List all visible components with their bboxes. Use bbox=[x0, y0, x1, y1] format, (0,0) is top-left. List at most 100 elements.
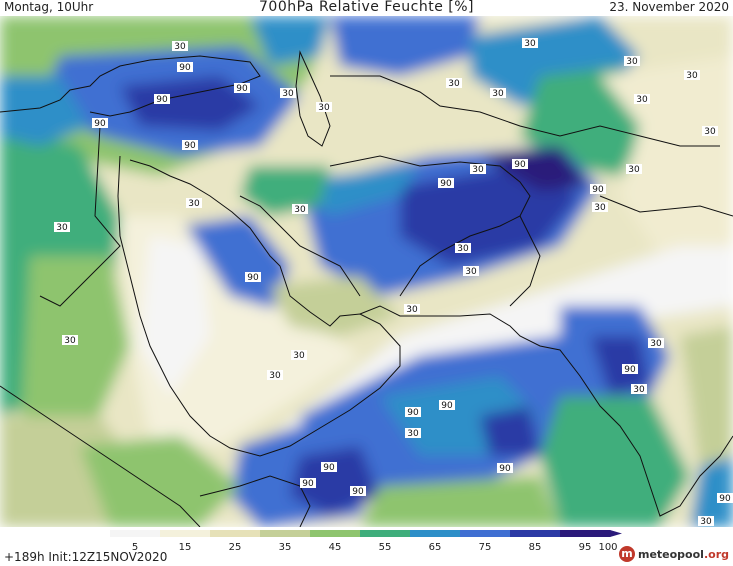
meteopool-logo-text: meteopool.org bbox=[637, 547, 729, 561]
svg-text:90: 90 bbox=[592, 185, 604, 195]
svg-text:30: 30 bbox=[269, 371, 281, 381]
humidity-map-svg: 30 90 90 90 90 90 30 30 30 30 30 30 30 3… bbox=[0, 16, 733, 527]
svg-text:30: 30 bbox=[448, 79, 460, 89]
svg-text:30: 30 bbox=[293, 351, 305, 361]
colorbar-swatch bbox=[510, 530, 561, 537]
svg-text:90: 90 bbox=[323, 463, 335, 473]
contour-label: 90 bbox=[350, 486, 366, 497]
forecast-date-label: 23. November 2020 bbox=[609, 0, 729, 14]
colorbar-tick-label: 5 bbox=[132, 542, 138, 553]
svg-text:90: 90 bbox=[184, 141, 196, 151]
svg-text:90: 90 bbox=[302, 479, 314, 489]
contour-label: 30 bbox=[592, 202, 608, 213]
contour-label: 30 bbox=[172, 41, 188, 52]
contour-label: 30 bbox=[634, 94, 650, 105]
contour-label: 30 bbox=[470, 164, 486, 175]
contour-label: 30 bbox=[624, 56, 640, 67]
svg-text:30: 30 bbox=[636, 95, 648, 105]
contour-label: 90 bbox=[439, 400, 455, 411]
contour-label: 90 bbox=[154, 94, 170, 105]
colorbar: 5 15 25 35 45 55 65 75 85 95 100 bbox=[110, 530, 622, 553]
svg-text:90: 90 bbox=[94, 119, 106, 129]
colorbar-tick-label: 25 bbox=[229, 542, 242, 553]
colorbar-tick-label: 65 bbox=[429, 542, 442, 553]
contour-label: 90 bbox=[622, 364, 638, 375]
contour-label: 90 bbox=[717, 493, 733, 504]
contour-label: 90 bbox=[590, 184, 606, 195]
contour-label: 90 bbox=[245, 272, 261, 283]
svg-text:30: 30 bbox=[633, 385, 645, 395]
colorbar-tick-label: 85 bbox=[529, 542, 542, 553]
svg-text:30: 30 bbox=[704, 127, 716, 137]
svg-text:30: 30 bbox=[318, 103, 330, 113]
contour-label: 90 bbox=[512, 159, 528, 170]
contour-label: 30 bbox=[463, 266, 479, 277]
contour-label: 90 bbox=[300, 478, 316, 489]
model-run-label: +189h Init:12Z15NOV2020 bbox=[4, 550, 168, 564]
svg-text:30: 30 bbox=[282, 89, 294, 99]
svg-text:90: 90 bbox=[179, 63, 191, 73]
svg-text:90: 90 bbox=[407, 408, 419, 418]
colorbar-tick-label: 45 bbox=[329, 542, 342, 553]
colorbar-ticks: 5 15 25 35 45 55 65 75 85 95 100 bbox=[132, 542, 618, 553]
contour-label: 30 bbox=[280, 88, 296, 99]
contour-label: 30 bbox=[54, 222, 70, 233]
contour-label: 90 bbox=[497, 463, 513, 474]
svg-text:30: 30 bbox=[465, 267, 477, 277]
contour-label: 30 bbox=[648, 338, 664, 349]
svg-text:30: 30 bbox=[64, 336, 76, 346]
svg-text:90: 90 bbox=[352, 487, 364, 497]
contour-label: 30 bbox=[186, 198, 202, 209]
svg-text:30: 30 bbox=[56, 223, 68, 233]
svg-text:30: 30 bbox=[700, 517, 712, 527]
contour-label: 30 bbox=[684, 70, 700, 81]
colorbar-swatch bbox=[310, 530, 361, 537]
svg-text:30: 30 bbox=[174, 42, 186, 52]
svg-text:30: 30 bbox=[524, 39, 536, 49]
colorbar-tick-label: 100 bbox=[598, 542, 617, 553]
contour-label: 30 bbox=[455, 243, 471, 254]
contour-label: 30 bbox=[522, 38, 538, 49]
humidity-field bbox=[0, 16, 733, 527]
meteopool-logo[interactable]: m meteopool.org bbox=[618, 546, 729, 562]
contour-label: 30 bbox=[405, 428, 421, 439]
contour-label: 30 bbox=[291, 350, 307, 361]
svg-text:90: 90 bbox=[441, 401, 453, 411]
colorbar-tick-label: 75 bbox=[479, 542, 492, 553]
contour-label: 30 bbox=[631, 384, 647, 395]
svg-text:90: 90 bbox=[247, 273, 259, 283]
colorbar-tick-label: 15 bbox=[179, 542, 192, 553]
colorbar-tick-label: 95 bbox=[579, 542, 592, 553]
contour-label: 30 bbox=[702, 126, 718, 137]
colorbar-tick-label: 55 bbox=[379, 542, 392, 553]
colorbar-swatch bbox=[460, 530, 511, 537]
contour-label: 30 bbox=[62, 335, 78, 346]
colorbar-swatch bbox=[260, 530, 311, 537]
svg-text:30: 30 bbox=[492, 89, 504, 99]
colorbar-swatch bbox=[160, 530, 211, 537]
contour-label: 90 bbox=[182, 140, 198, 151]
colorbar-swatch bbox=[110, 530, 161, 537]
svg-text:30: 30 bbox=[594, 203, 606, 213]
contour-label: 90 bbox=[405, 407, 421, 418]
colorbar-swatches bbox=[110, 530, 622, 537]
svg-text:30: 30 bbox=[294, 205, 306, 215]
contour-label: 90 bbox=[92, 118, 108, 129]
contour-label: 90 bbox=[321, 462, 337, 473]
contour-label: 90 bbox=[234, 83, 250, 94]
contour-label: 30 bbox=[698, 516, 714, 527]
svg-text:90: 90 bbox=[719, 494, 731, 504]
contour-label: 30 bbox=[626, 164, 642, 175]
contour-label: 30 bbox=[446, 78, 462, 89]
svg-text:90: 90 bbox=[236, 84, 248, 94]
colorbar-swatch bbox=[210, 530, 261, 537]
contour-label: 30 bbox=[404, 304, 420, 315]
colorbar-swatch bbox=[360, 530, 411, 537]
svg-text:90: 90 bbox=[440, 179, 452, 189]
svg-text:30: 30 bbox=[472, 165, 484, 175]
contour-label: 30 bbox=[267, 370, 283, 381]
svg-text:30: 30 bbox=[457, 244, 469, 254]
svg-text:30: 30 bbox=[628, 165, 640, 175]
svg-text:90: 90 bbox=[499, 464, 511, 474]
colorbar-swatch bbox=[560, 530, 611, 537]
